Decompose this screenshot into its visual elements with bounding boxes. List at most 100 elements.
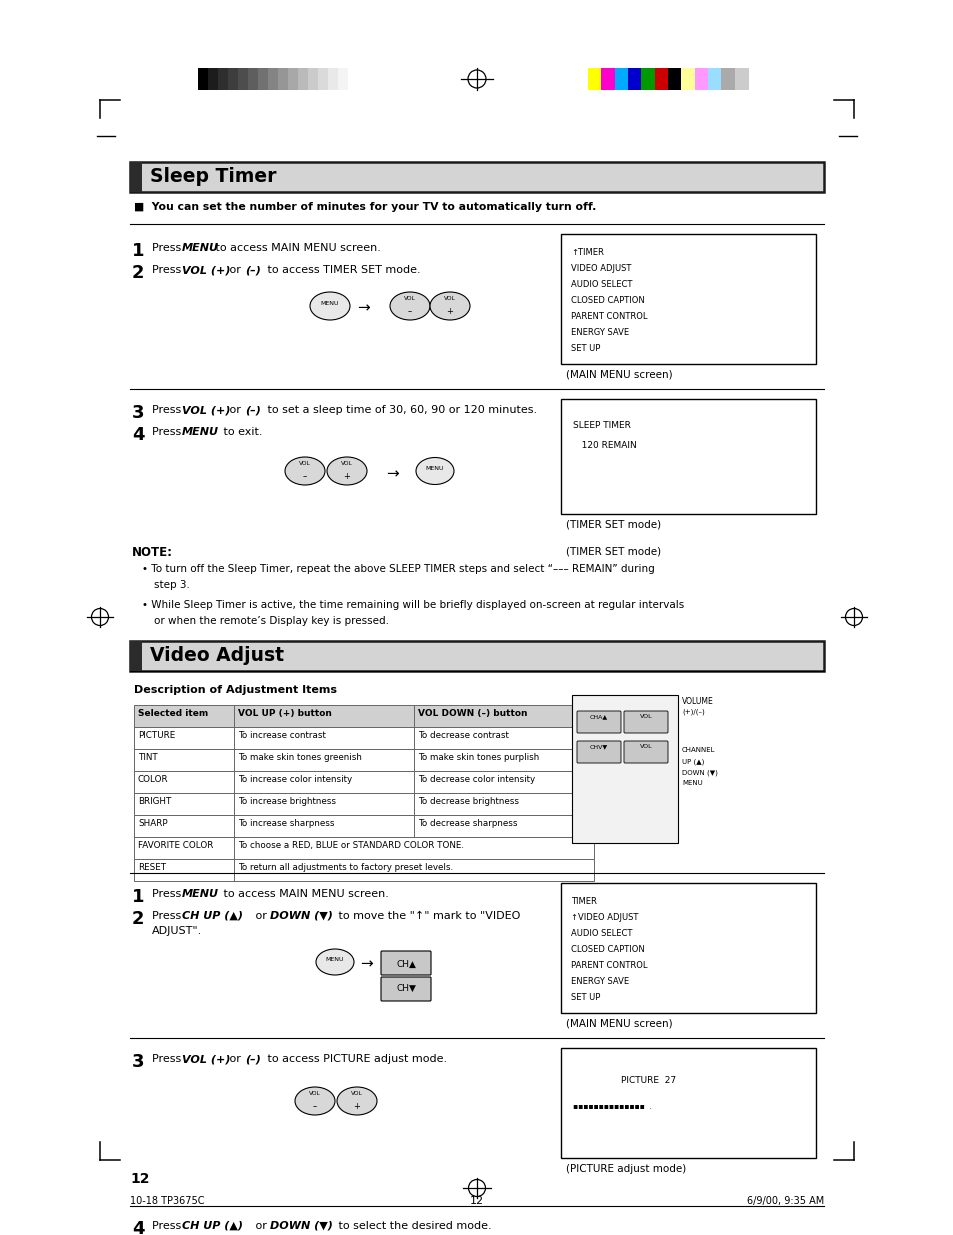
Text: (PICTURE adjust mode): (PICTURE adjust mode) [565, 1165, 685, 1174]
Ellipse shape [285, 457, 325, 485]
Ellipse shape [390, 291, 430, 320]
Bar [640, 68, 655, 90]
Text: or: or [226, 266, 244, 275]
Text: →: → [386, 466, 399, 480]
Text: ENERGY SAVE: ENERGY SAVE [571, 977, 628, 986]
FancyBboxPatch shape [380, 977, 431, 1002]
Text: To decrease brightness: To decrease brightness [417, 797, 518, 806]
Text: VOL UP (+) button: VOL UP (+) button [237, 709, 332, 718]
Bar [600, 68, 615, 90]
Text: ▪▪▪▪▪▪▪▪▪▪▪▪▪▪  .: ▪▪▪▪▪▪▪▪▪▪▪▪▪▪ . [573, 1102, 651, 1112]
Text: VOL: VOL [309, 1091, 320, 1095]
Text: MENU: MENU [425, 466, 444, 471]
Text: +: + [343, 472, 350, 480]
Text: VOL DOWN (–) button: VOL DOWN (–) button [417, 709, 527, 718]
Text: • While Sleep Timer is active, the time remaining will be briefly displayed on-s: • While Sleep Timer is active, the time … [142, 600, 683, 610]
Text: UP (▲): UP (▲) [681, 758, 703, 764]
Text: VOL: VOL [404, 296, 416, 301]
Ellipse shape [416, 457, 454, 484]
Bar [627, 68, 641, 90]
Text: 2: 2 [132, 264, 144, 282]
Text: To increase sharpness: To increase sharpness [237, 819, 335, 827]
Bar [133, 771, 594, 793]
Text: VOL: VOL [299, 461, 311, 466]
Text: DOWN (▼): DOWN (▼) [270, 1221, 333, 1231]
Text: to set a sleep time of 30, 60, 90 or 120 minutes.: to set a sleep time of 30, 60, 90 or 120… [264, 405, 537, 415]
Text: (MAIN MENU screen): (MAIN MENU screen) [565, 369, 672, 379]
Bar [133, 793, 594, 815]
Text: Press: Press [152, 243, 185, 253]
Text: to exit.: to exit. [220, 427, 262, 437]
Text: CH▼: CH▼ [395, 984, 416, 993]
Bar [317, 68, 328, 90]
FancyBboxPatch shape [623, 741, 667, 763]
Ellipse shape [310, 291, 350, 320]
Text: CLOSED CAPTION: CLOSED CAPTION [571, 296, 644, 305]
Bar [133, 748, 594, 771]
Text: SLEEP TIMER: SLEEP TIMER [573, 421, 630, 430]
Text: To decrease color intensity: To decrease color intensity [417, 776, 535, 784]
Text: +: + [354, 1102, 360, 1112]
Text: CH▲: CH▲ [395, 960, 416, 969]
Text: –: – [313, 1102, 316, 1112]
Bar [257, 68, 268, 90]
Bar [133, 860, 594, 881]
Text: →: → [360, 956, 373, 971]
Bar [297, 68, 308, 90]
Text: PICTURE  27: PICTURE 27 [620, 1076, 676, 1086]
Text: SHARP: SHARP [138, 819, 168, 827]
Text: VOL (+): VOL (+) [182, 266, 231, 275]
Text: PARENT CONTROL: PARENT CONTROL [571, 312, 647, 321]
Text: (TIMER SET mode): (TIMER SET mode) [565, 519, 660, 529]
Ellipse shape [327, 457, 367, 485]
Text: 2: 2 [132, 910, 144, 927]
Bar [218, 68, 229, 90]
Text: or: or [226, 1053, 244, 1065]
Text: • To turn off the Sleep Timer, repeat the above SLEEP TIMER steps and select “––: • To turn off the Sleep Timer, repeat th… [142, 564, 654, 574]
Text: 1: 1 [132, 242, 144, 261]
Bar [130, 641, 142, 671]
Bar [130, 162, 823, 191]
Bar [572, 695, 678, 844]
Bar [288, 68, 298, 90]
Bar [694, 68, 708, 90]
Text: To choose a RED, BLUE or STANDARD COLOR TONE.: To choose a RED, BLUE or STANDARD COLOR … [237, 841, 463, 850]
Text: DOWN (▼): DOWN (▼) [270, 911, 333, 921]
Bar [560, 233, 815, 364]
Text: or when the remote’s Display key is pressed.: or when the remote’s Display key is pres… [153, 616, 389, 626]
Bar [208, 68, 218, 90]
Text: –: – [302, 472, 307, 480]
Text: –: – [408, 308, 412, 316]
Bar [133, 837, 594, 860]
Text: Press: Press [152, 889, 185, 899]
Text: VOL: VOL [639, 743, 652, 748]
Text: or: or [252, 1221, 270, 1231]
FancyBboxPatch shape [380, 951, 431, 974]
Text: AUDIO SELECT: AUDIO SELECT [571, 280, 632, 289]
Text: Press: Press [152, 1053, 185, 1065]
Text: Press: Press [152, 427, 185, 437]
Bar [614, 68, 628, 90]
Text: To decrease sharpness: To decrease sharpness [417, 819, 517, 827]
Bar [667, 68, 681, 90]
Text: VOL: VOL [341, 461, 353, 466]
Text: step 3.: step 3. [153, 580, 190, 590]
Text: VOL: VOL [351, 1091, 362, 1095]
Text: (+)/(–): (+)/(–) [681, 708, 704, 715]
Text: AUDIO SELECT: AUDIO SELECT [571, 929, 632, 939]
Text: TINT: TINT [138, 753, 157, 762]
Text: (–): (–) [245, 1053, 260, 1065]
Text: (–): (–) [245, 266, 260, 275]
Text: ■  You can set the number of minutes for your TV to automatically turn off.: ■ You can set the number of minutes for … [133, 203, 596, 212]
Text: +: + [446, 308, 453, 316]
Text: to access PICTURE adjust mode.: to access PICTURE adjust mode. [264, 1053, 447, 1065]
Text: CH UP (▲): CH UP (▲) [182, 1221, 243, 1231]
Text: Press: Press [152, 405, 185, 415]
Ellipse shape [315, 948, 354, 974]
Text: →: → [357, 300, 370, 315]
Text: VOL: VOL [639, 714, 652, 719]
Text: SET UP: SET UP [571, 993, 599, 1002]
Text: MENU: MENU [182, 243, 219, 253]
FancyBboxPatch shape [577, 711, 620, 734]
Bar [248, 68, 258, 90]
